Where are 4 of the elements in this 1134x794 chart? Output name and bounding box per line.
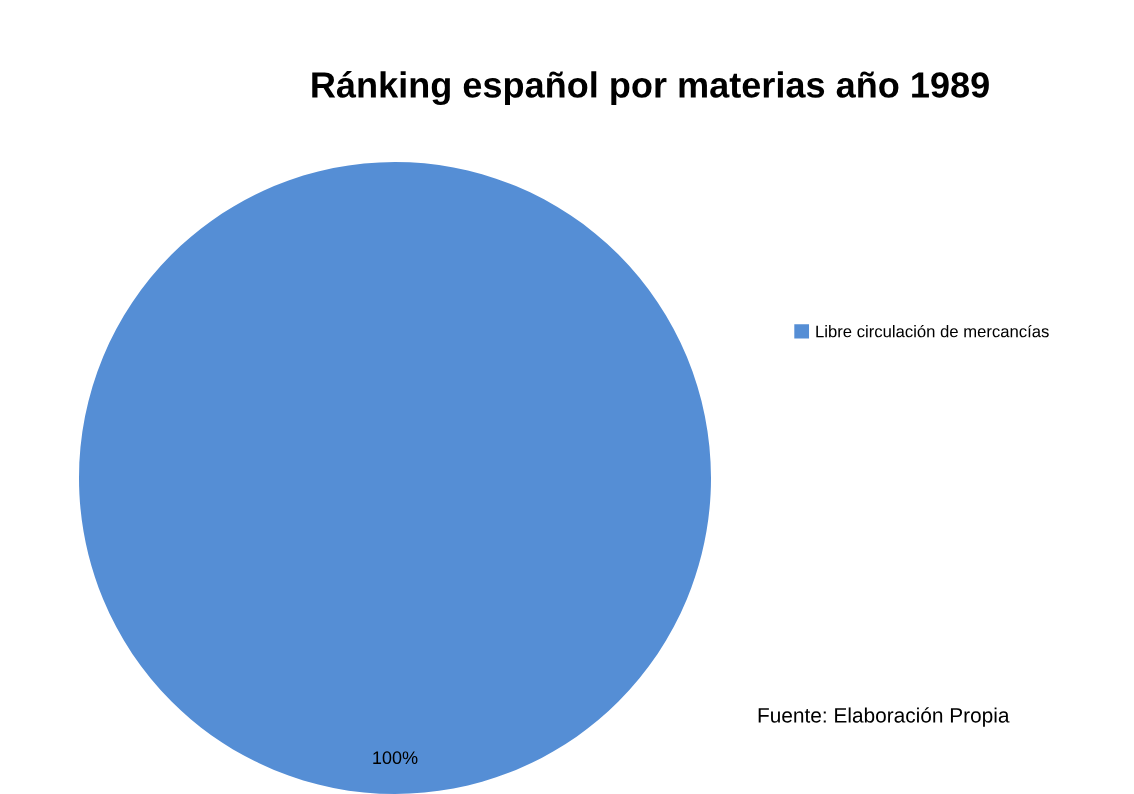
legend-label: Libre circulación de mercancías bbox=[816, 324, 1049, 338]
source-note: Fuente: Elaboración Propia bbox=[758, 707, 1010, 727]
data-label: 100% bbox=[373, 751, 418, 765]
chart-title: Ránking español por materias año 1989 bbox=[312, 70, 989, 106]
